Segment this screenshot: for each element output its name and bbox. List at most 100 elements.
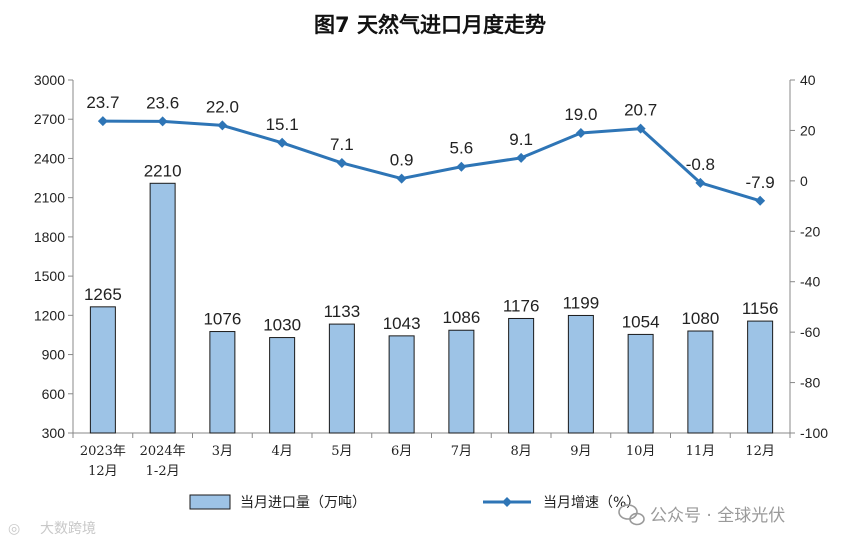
legend-bar-swatch [189, 494, 231, 510]
line-value-label: 20.7 [624, 101, 657, 120]
watermark-left-text: 大数跨境 [40, 521, 96, 537]
line-value-label: 23.6 [146, 93, 179, 112]
right-axis-tick-label: -20 [800, 223, 820, 239]
right-axis-tick-label: 0 [800, 173, 808, 189]
line-point [277, 137, 288, 148]
bar-value-label: 1176 [503, 296, 540, 315]
bar [269, 337, 296, 434]
bar [89, 306, 116, 434]
line-point [695, 177, 706, 188]
bar [687, 330, 714, 434]
bar-value-label: 1133 [324, 302, 361, 321]
bar [149, 182, 176, 434]
line-value-label: 19.0 [564, 105, 597, 124]
bar-value-label: 1086 [442, 308, 480, 327]
bar-value-label: 1043 [383, 314, 421, 333]
left-axis-tick-label: 1500 [34, 268, 65, 284]
category-labels: 2023年 12月 2024年 1-2月 3月 4月 5月 6月 7月 8月 9月 10月 11月 12月 [80, 444, 775, 479]
right-axis-tick-label: 20 [800, 122, 816, 138]
bar-value-label: 1080 [681, 309, 719, 328]
bar [448, 329, 475, 434]
line-value-labels: 23.7 23.6 22.0 15.1 7.1 0.9 5.6 9.1 19.0 20.7 -0.8… [86, 93, 774, 192]
line-point [157, 116, 168, 127]
right-axis-tick-label: -40 [800, 274, 820, 290]
line-point [396, 173, 407, 184]
watermark-left: ◎ 大数跨境 [8, 521, 96, 537]
category-label: 2023年 [80, 444, 126, 459]
left-axis-tick-label: 2400 [34, 150, 65, 166]
left-axis-tick-label: 3000 [34, 72, 65, 88]
line-point [336, 157, 347, 168]
category-label: 7月 [451, 444, 472, 459]
bar-value-label: 1076 [203, 310, 241, 329]
left-axis-tick-label: 2100 [34, 190, 65, 206]
bar [627, 333, 654, 434]
category-label: 9月 [570, 444, 591, 459]
bar [747, 320, 774, 434]
line-value-label: 5.6 [450, 139, 474, 158]
axes: 300 600 900 1200 1500 1800 2100 2400 2700 3000 -10… [34, 72, 828, 441]
line-value-label: 22.0 [206, 97, 239, 116]
category-label: 4月 [271, 444, 292, 459]
watermark-right: 公众号 · 全球光伏 [618, 504, 785, 526]
line-point [217, 120, 228, 131]
category-label: 2024年 [140, 444, 186, 459]
line-value-label: -0.8 [686, 155, 715, 174]
line-value-label: 15.1 [266, 115, 299, 134]
line-point [755, 195, 766, 206]
bar [567, 314, 594, 434]
category-label: 1-2月 [146, 464, 180, 479]
wechat-icon [618, 504, 645, 526]
category-label: 12月 [745, 444, 775, 459]
line-value-label: 7.1 [330, 135, 354, 154]
line-series [97, 116, 766, 206]
line-value-label: 0.9 [390, 151, 414, 170]
watermark-left-icon: ◎ [8, 521, 20, 537]
bar-value-label: 1054 [622, 312, 660, 331]
bar [328, 323, 355, 434]
bar-value-label: 1199 [563, 293, 600, 312]
bar-series [89, 182, 774, 434]
bar-value-label: 1030 [263, 316, 301, 335]
line-point [516, 152, 527, 163]
line-value-label: 23.7 [86, 93, 119, 112]
right-axis-tick-label: -100 [800, 425, 828, 441]
legend-line-marker [502, 497, 512, 507]
bar-value-label: 1156 [742, 299, 779, 318]
line-value-label: -7.9 [745, 173, 774, 192]
category-label: 3月 [212, 444, 233, 459]
line-point [97, 116, 108, 127]
right-axis-tick-label: 40 [800, 72, 816, 88]
line-point [635, 123, 646, 134]
bar [508, 317, 535, 434]
right-axis-tick-label: -60 [800, 324, 820, 340]
line-point [456, 161, 467, 172]
left-axis-tick-label: 300 [42, 425, 66, 441]
left-axis-tick-label: 1800 [34, 229, 65, 245]
left-axis-tick-label: 2700 [34, 111, 65, 127]
bar [209, 331, 236, 434]
line-value-label: 9.1 [509, 130, 533, 149]
category-label: 8月 [510, 444, 531, 459]
left-axis-tick-label: 900 [42, 347, 66, 363]
legend-bar-label: 当月进口量（万吨） [240, 495, 366, 511]
left-axis-tick-label: 1200 [34, 307, 65, 323]
line-point [575, 127, 586, 138]
category-label: 12月 [88, 464, 118, 479]
bar-value-label: 1265 [84, 285, 122, 304]
bar-value-label: 2210 [144, 161, 182, 180]
growth-line [102, 119, 761, 203]
category-label: 5月 [331, 444, 352, 459]
legend-line-label: 当月增速（%） [543, 495, 640, 511]
right-axis-tick-label: -80 [800, 375, 820, 391]
bar [388, 335, 415, 434]
bar-value-labels: 1265 2210 1076 1030 1133 1043 1086 1176 1199 1054… [84, 161, 778, 334]
chart-title: 图7 天然气进口月度走势 [314, 13, 546, 37]
category-label: 11月 [686, 444, 716, 459]
category-label: 10月 [626, 444, 656, 459]
category-label: 6月 [391, 444, 412, 459]
left-axis-tick-label: 600 [42, 386, 66, 402]
legend: 当月进口量（万吨） 当月增速（%） [189, 494, 640, 511]
watermark-right-text: 公众号 · 全球光伏 [650, 506, 785, 526]
